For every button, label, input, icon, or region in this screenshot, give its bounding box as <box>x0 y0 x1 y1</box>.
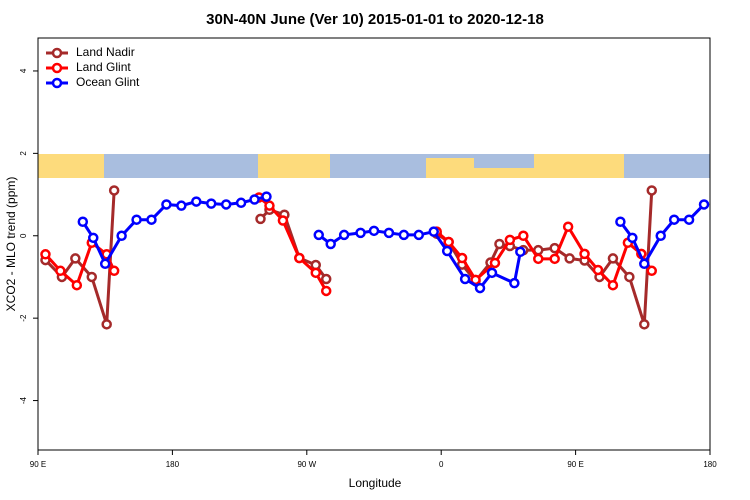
data-point <box>698 199 710 210</box>
data-point <box>443 236 454 248</box>
data-point <box>313 229 324 241</box>
data-point <box>515 246 526 258</box>
data-point <box>456 252 468 264</box>
data-point <box>564 253 575 264</box>
data-point <box>624 271 635 283</box>
data-point <box>494 238 505 250</box>
data-point <box>639 258 650 270</box>
data-point <box>383 227 395 239</box>
data-point <box>176 200 187 211</box>
data-point <box>264 200 275 211</box>
data-point <box>441 245 453 257</box>
data-point <box>668 214 680 225</box>
data-point <box>607 279 619 291</box>
data-point <box>320 273 332 285</box>
data-point <box>459 273 471 285</box>
data-point <box>320 285 332 297</box>
data-point <box>639 319 650 330</box>
data-point <box>509 277 520 289</box>
plot-frame <box>37 37 711 451</box>
data-point <box>338 229 350 241</box>
data-point <box>220 199 232 210</box>
data-point <box>607 253 619 264</box>
data-point <box>71 279 83 291</box>
data-point <box>646 265 658 277</box>
x-tick-label: 0 <box>439 460 444 469</box>
data-point <box>592 264 604 276</box>
data-point <box>474 282 486 294</box>
data-point <box>277 215 289 226</box>
data-point <box>161 199 172 210</box>
data-point <box>489 257 501 269</box>
y-tick-label: 2 <box>19 151 28 156</box>
data-point <box>205 198 217 209</box>
y-axis-label: XCO2 - MLO trend (ppm) <box>4 177 18 312</box>
y-tick-label: 4 <box>19 68 28 73</box>
legend-label: Land Nadir <box>76 45 135 59</box>
data-point <box>518 230 529 242</box>
legend-marker <box>51 77 63 89</box>
x-tick-label: 180 <box>703 460 717 469</box>
data-point <box>255 213 266 225</box>
data-point <box>325 238 336 250</box>
data-point <box>101 319 112 330</box>
legend-label: Land Glint <box>76 60 131 74</box>
data-point <box>235 197 247 209</box>
x-axis-label: Longitude <box>349 476 402 490</box>
data-point <box>261 191 272 202</box>
data-point <box>294 252 305 264</box>
data-point <box>486 267 498 279</box>
data-point <box>99 258 111 270</box>
data-point <box>398 229 410 241</box>
y-tick-label: 0 <box>19 233 28 238</box>
x-tick-label: 180 <box>166 460 180 469</box>
data-point <box>77 216 89 228</box>
data-point <box>310 267 322 279</box>
data-point <box>70 253 81 264</box>
data-point <box>428 226 439 237</box>
legend-marker <box>51 62 63 74</box>
map-strip <box>38 154 710 178</box>
data-point <box>646 185 658 196</box>
x-tick-label: 90 W <box>297 460 316 469</box>
data-point <box>55 265 66 277</box>
data-point <box>533 253 544 265</box>
series-line <box>435 223 654 288</box>
data-point <box>368 225 380 237</box>
data-point <box>191 196 202 207</box>
data-point <box>88 232 99 244</box>
data-point <box>355 227 366 239</box>
data-point <box>131 214 142 225</box>
data-point <box>86 271 98 283</box>
y-tick-label: -4 <box>19 396 28 404</box>
data-point <box>627 232 638 244</box>
data-point <box>413 229 425 241</box>
data-point <box>562 221 574 232</box>
y-tick-label: -2 <box>19 314 28 322</box>
data-point <box>249 194 260 205</box>
data-point <box>116 230 127 242</box>
chart-title: 30N-40N June (Ver 10) 2015-01-01 to 2020… <box>206 11 544 28</box>
data-point <box>615 216 626 228</box>
data-point <box>108 185 120 196</box>
legend-marker <box>51 47 63 59</box>
x-tick-label: 90 E <box>30 460 46 469</box>
data-point <box>40 249 51 260</box>
data-point <box>108 265 120 277</box>
data-point <box>579 248 590 260</box>
data-point <box>504 234 516 246</box>
x-tick-label: 90 E <box>567 460 583 469</box>
data-point <box>655 230 666 242</box>
legend-label: Ocean Glint <box>76 75 140 89</box>
data-point <box>549 253 560 265</box>
data-point <box>146 214 157 225</box>
data-point <box>683 214 695 225</box>
